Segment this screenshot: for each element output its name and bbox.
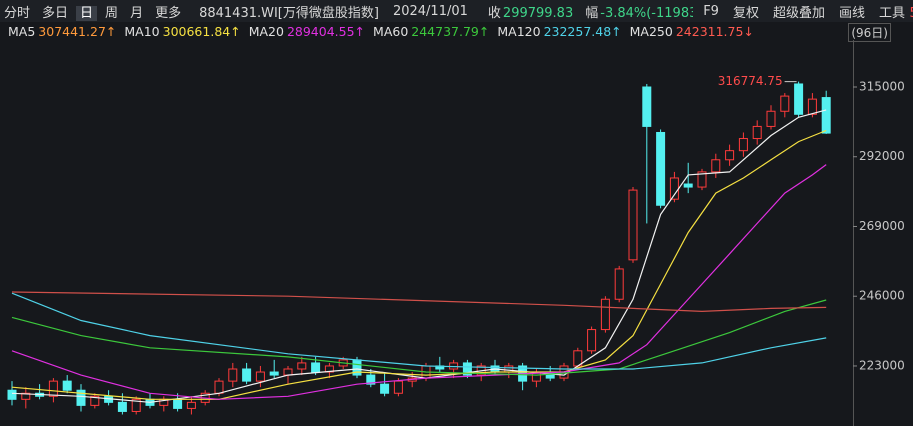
ma-line (11, 291, 827, 313)
tool[interactable]: F9 (703, 3, 719, 19)
candle-body (807, 98, 817, 115)
candle-body (697, 171, 707, 188)
candle-body (117, 401, 127, 412)
candle-body (656, 131, 666, 206)
period[interactable]: (96日) (848, 23, 891, 42)
y-tick-label: 246000 (859, 289, 905, 303)
candle-body (711, 159, 721, 173)
candle-body (131, 398, 141, 412)
ma-value: 242311.75↓ (675, 23, 754, 39)
ma-line (11, 292, 827, 370)
candle-body (600, 298, 610, 331)
candle-body (462, 362, 472, 376)
ma-name: MA250 (629, 23, 673, 39)
ma-legend: MA5 307441.27↑ MA10 300661.84↑ MA20 289404.55… (0, 22, 913, 40)
ma-line (11, 109, 827, 403)
tab[interactable]: 分时 (4, 5, 31, 21)
candle-body (669, 177, 679, 200)
y-tick-label: 292000 (859, 149, 905, 163)
candle-body (587, 329, 597, 352)
ma-line (11, 164, 827, 400)
candle-body (283, 368, 293, 376)
y-tick-label: 315000 (859, 79, 905, 93)
candle-body (186, 401, 196, 409)
candle-body (393, 380, 403, 394)
ma-value: 300661.84↑ (162, 23, 241, 39)
ma-name: MA10 (124, 23, 160, 39)
tool[interactable]: 复权 (732, 5, 759, 21)
tab[interactable]: 月 (130, 5, 144, 21)
high-label: 316774.75 (718, 74, 783, 88)
candle-body (255, 371, 265, 382)
candle-body (173, 398, 183, 409)
candle-body (48, 380, 58, 397)
candle-body (725, 150, 735, 161)
instrument: 8841431.WI[万得微盘股指数] (199, 5, 379, 21)
candle-body (76, 389, 86, 406)
ma-line (11, 129, 827, 400)
tool[interactable]: 工具 (878, 5, 905, 21)
candle-body (228, 368, 238, 382)
tool[interactable]: 超级叠加 (772, 5, 825, 21)
toolbar: 分时 多日日周月更多 8841431.WI[万得微盘股指数] 2024/11/01… (0, 0, 913, 22)
tools: F9 复权 超级叠加 画线 工具 (693, 0, 909, 22)
candle-body (504, 365, 514, 373)
candle-body (628, 189, 638, 261)
ma-name: MA20 (248, 23, 284, 39)
candle-body (366, 374, 376, 385)
tabs: 分时 多日日周月更多 (0, 2, 189, 21)
ma-line (11, 299, 827, 376)
candle-body (269, 371, 279, 376)
ma-value: 232257.48↑ (543, 23, 622, 39)
ma-name: MA5 (8, 23, 36, 39)
candle-body (62, 380, 72, 391)
ma-value: 289404.55↑ (286, 23, 366, 39)
candle-body (297, 362, 307, 370)
candle-body (794, 83, 804, 115)
ma-name: MA60 (373, 23, 409, 39)
candle-body (766, 110, 776, 127)
tab[interactable]: 多日 (42, 5, 69, 21)
candle-body (90, 395, 100, 406)
date: 2024/11/01 (392, 3, 468, 19)
candle-body (780, 95, 790, 112)
candle-body (614, 268, 624, 300)
ma-value: 244737.79↑ (411, 23, 490, 39)
candle-body (642, 86, 652, 127)
quote-value: -3.84%(-11983.30) (600, 5, 724, 21)
candle-body (7, 389, 17, 400)
tab[interactable]: 更多 (155, 5, 182, 21)
candle-body (683, 183, 693, 188)
candle-body (821, 97, 831, 134)
tab[interactable]: 周 (105, 5, 119, 21)
candle-body (242, 368, 252, 382)
ma-name: MA120 (497, 23, 541, 39)
candle-body (311, 362, 321, 373)
quote-value: 299799.83 (502, 5, 574, 21)
tab[interactable]: 日 (76, 5, 98, 21)
ma-value: 307441.27↑ (38, 23, 117, 39)
quote-label: 收 (487, 5, 501, 21)
candle-body (380, 383, 390, 394)
candle-body (738, 138, 748, 152)
y-tick-label: 269000 (859, 219, 905, 233)
y-tick-label: 223000 (859, 358, 905, 372)
candle-body (752, 125, 762, 140)
quote-label: 幅 (585, 5, 599, 21)
tool[interactable]: 画线 (838, 5, 865, 21)
candle-body (21, 392, 31, 400)
candle-body (214, 380, 224, 394)
